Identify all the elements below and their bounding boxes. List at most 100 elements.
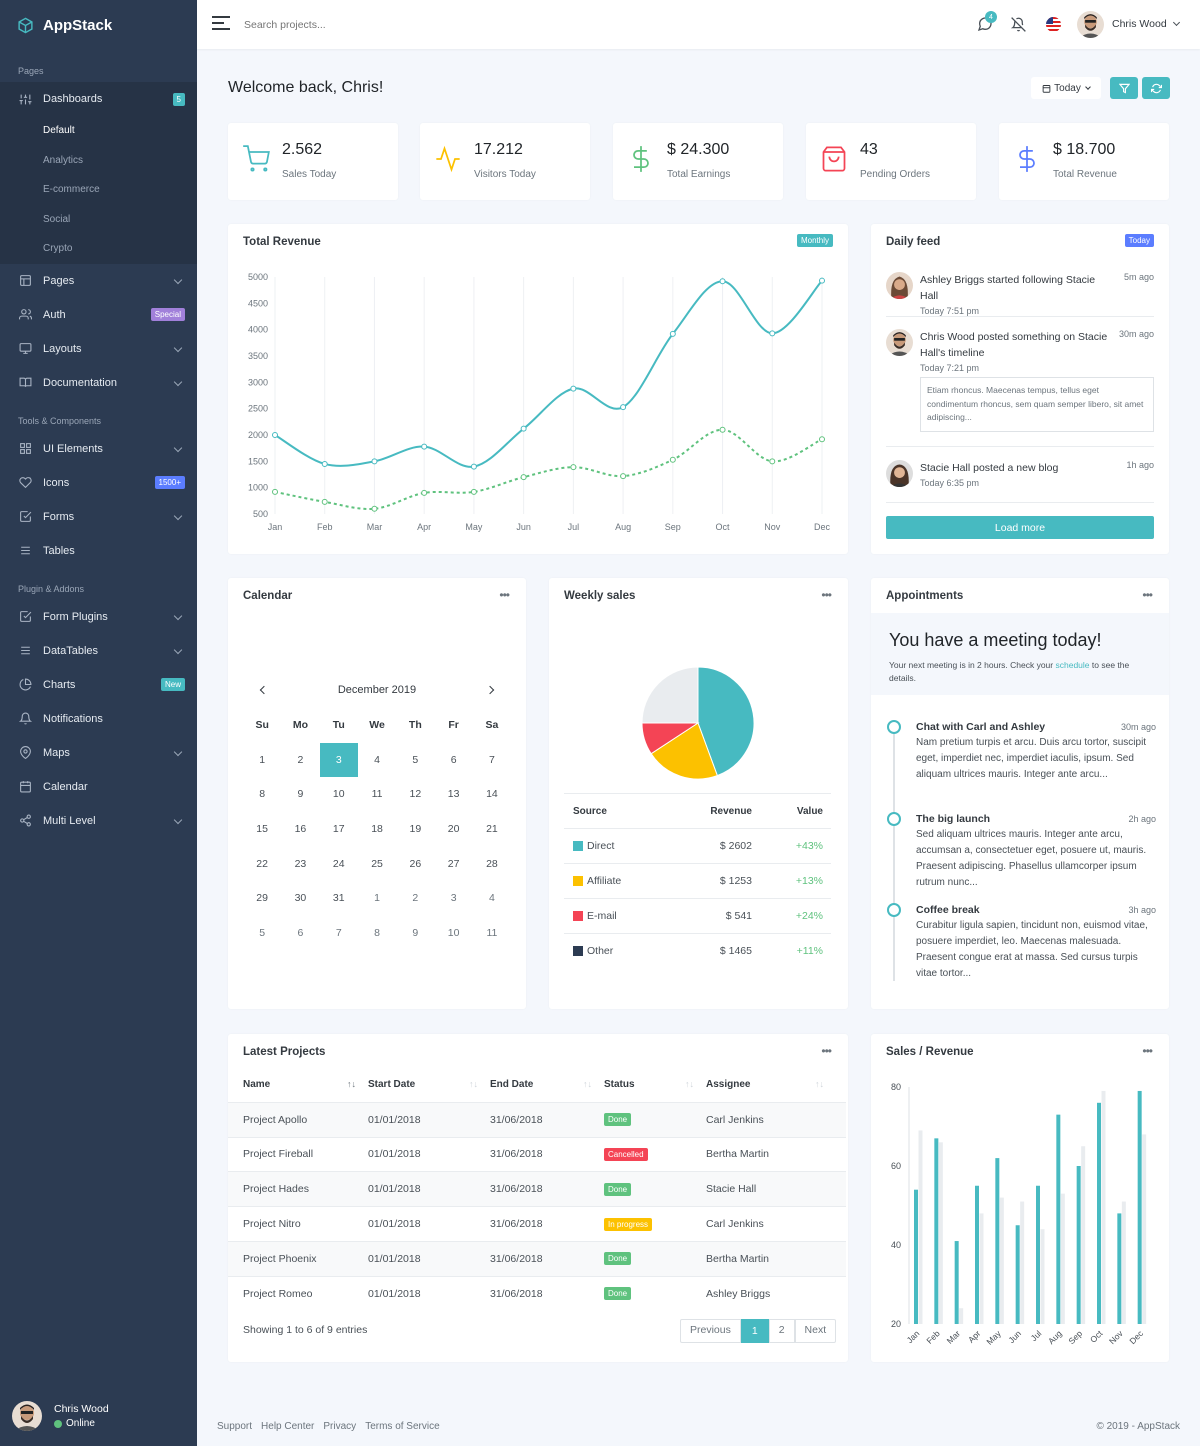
table-row[interactable]: Project Apollo 01/01/2018 31/06/2018 Done C…	[228, 1101, 846, 1137]
calendar-day-other-month[interactable]: 7	[335, 926, 342, 939]
calendar-day-other-month[interactable]: 4	[489, 892, 495, 905]
calendar-day[interactable]: 9	[297, 788, 304, 801]
calendar-day-other-month[interactable]: 11	[486, 926, 498, 939]
avatar[interactable]	[1077, 11, 1104, 38]
more-icon[interactable]: •••	[1142, 1044, 1153, 1058]
column-header-start[interactable]: Start Date ↑↓	[368, 1079, 490, 1090]
calendar-day-other-month[interactable]: 9	[412, 926, 419, 939]
sidebar-item-documentation[interactable]: Documentation	[0, 366, 197, 400]
sidebar-item-dashboards[interactable]: Dashboards 5	[0, 82, 197, 116]
calendar-day[interactable]: 16	[294, 823, 307, 836]
calendar-day[interactable]: 6	[450, 753, 457, 766]
calendar-day[interactable]: 27	[447, 857, 460, 870]
chevron-down-icon[interactable]	[1172, 18, 1181, 27]
calendar-day[interactable]: 26	[409, 857, 422, 870]
calendar-day[interactable]: 29	[256, 892, 268, 905]
sidebar-item-datatables[interactable]: DataTables	[0, 634, 197, 668]
footer-link-privacy[interactable]: Privacy	[323, 1420, 357, 1432]
calendar-day-other-month[interactable]: 2	[412, 892, 419, 905]
calendar-day[interactable]: 12	[409, 788, 422, 801]
calendar-day[interactable]: 23	[294, 857, 307, 870]
column-header-assignee[interactable]: Assignee ↑↓	[706, 1079, 828, 1090]
calendar-day-other-month[interactable]: 6	[297, 926, 304, 939]
calendar-day[interactable]: 8	[259, 788, 266, 801]
calendar-day[interactable]: 14	[486, 788, 498, 801]
refresh-button[interactable]	[1142, 77, 1170, 99]
calendar-day[interactable]: 20	[447, 823, 460, 836]
table-row[interactable]: Project Hades 01/01/2018 31/06/2018 Done St…	[228, 1171, 846, 1207]
sidebar-item-tables[interactable]: Tables	[0, 534, 197, 568]
more-icon[interactable]: •••	[499, 588, 510, 602]
sidebar-item-form-plugins[interactable]: Form Plugins	[0, 600, 197, 634]
table-row[interactable]: Project Fireball 01/01/2018 31/06/2018 Can…	[228, 1136, 846, 1172]
calendar-day-other-month[interactable]: 8	[374, 926, 380, 939]
table-row[interactable]: Project Romeo 01/01/2018 31/06/2018 Done As…	[228, 1275, 846, 1311]
sidebar-item-multi-level[interactable]: Multi Level	[0, 804, 197, 838]
sidebar-subitem-social[interactable]: Social	[43, 213, 71, 225]
calendar-day[interactable]: 24	[332, 857, 345, 870]
calendar-day[interactable]: 5	[412, 753, 419, 766]
calendar-day[interactable]: 18	[371, 823, 383, 836]
calendar-day[interactable]: 21	[486, 823, 498, 836]
table-row[interactable]: Project Phoenix 01/01/2018 31/06/2018 Done…	[228, 1240, 846, 1276]
more-icon[interactable]: •••	[1142, 588, 1153, 602]
calendar-day[interactable]: 31	[332, 892, 345, 905]
calendar-day[interactable]: 4	[374, 753, 380, 766]
sidebar-user[interactable]: Chris Wood Online	[0, 1386, 197, 1446]
hamburger-icon[interactable]	[212, 16, 230, 33]
sidebar-item-icons[interactable]: Icons 1500+	[0, 466, 197, 500]
pagination-page-2[interactable]: 2	[768, 1319, 795, 1343]
footer-link-help-center[interactable]: Help Center	[261, 1420, 315, 1432]
pagination-page-1[interactable]: 1	[740, 1319, 769, 1343]
calendar-day-other-month[interactable]: 3	[450, 892, 457, 905]
sidebar-subitem-crypto[interactable]: Crypto	[43, 243, 73, 255]
sidebar-subitem-analytics[interactable]: Analytics	[43, 154, 84, 166]
column-header-end[interactable]: End Date ↑↓	[490, 1079, 604, 1090]
pagination-next[interactable]: Next	[794, 1319, 837, 1343]
calendar-day-other-month[interactable]: 10	[447, 926, 460, 939]
sidebar-subitem-default[interactable]: Default	[43, 125, 75, 137]
schedule-link[interactable]: schedule	[1055, 660, 1090, 670]
footer-link-support[interactable]: Support	[217, 1420, 253, 1432]
filter-button[interactable]	[1110, 77, 1138, 99]
today-dropdown[interactable]: Today	[1031, 77, 1101, 99]
calendar-day[interactable]: 1	[259, 753, 266, 766]
column-header-name[interactable]: Name ↑↓	[228, 1079, 368, 1090]
more-icon[interactable]: •••	[821, 588, 832, 602]
calendar-day[interactable]: 7	[489, 753, 495, 766]
bell-off-icon[interactable]	[1010, 17, 1026, 35]
sidebar-item-maps[interactable]: Maps	[0, 736, 197, 770]
sidebar-item-charts[interactable]: Charts New	[0, 668, 197, 702]
calendar-day[interactable]: 10	[332, 788, 345, 801]
table-row[interactable]: Project Nitro 01/01/2018 31/06/2018 In pro…	[228, 1206, 846, 1241]
sidebar-item-pages[interactable]: Pages	[0, 264, 197, 298]
message-icon[interactable]: 4	[977, 11, 997, 35]
calendar-day[interactable]: 2	[297, 753, 304, 766]
topbar-user-name[interactable]: Chris Wood	[1112, 18, 1167, 30]
calendar-day[interactable]: 19	[409, 823, 422, 836]
sidebar-subitem-ecommerce[interactable]: E-commerce	[43, 184, 100, 196]
calendar-day[interactable]: 17	[332, 823, 345, 836]
calendar-day[interactable]: 22	[256, 857, 268, 870]
sidebar-item-layouts[interactable]: Layouts	[0, 332, 197, 366]
pagination-previous[interactable]: Previous	[680, 1319, 741, 1343]
sidebar-item-forms[interactable]: Forms	[0, 500, 197, 534]
more-icon[interactable]: •••	[821, 1044, 832, 1058]
calendar-day-other-month[interactable]: 5	[259, 926, 266, 939]
sidebar-item-notifications[interactable]: Notifications	[0, 702, 197, 736]
calendar-day[interactable]: 28	[486, 857, 498, 870]
calendar-day[interactable]: 25	[371, 857, 383, 870]
load-more-button[interactable]: Load more	[886, 516, 1154, 539]
sidebar-item-auth[interactable]: Auth Special	[0, 298, 197, 332]
calendar-day[interactable]: 15	[256, 823, 268, 836]
search-input[interactable]	[244, 18, 444, 31]
footer-link-terms[interactable]: Terms of Service	[365, 1420, 440, 1432]
brand-logo[interactable]: AppStack	[0, 0, 197, 50]
calendar-day[interactable]: 13	[447, 788, 460, 801]
calendar-day-other-month[interactable]: 1	[374, 892, 380, 905]
calendar-day[interactable]: 30	[294, 892, 307, 905]
calendar-day[interactable]: 11	[371, 788, 383, 801]
calendar-day-selected[interactable]: 3	[319, 742, 358, 777]
column-header-status[interactable]: Status ↑↓	[604, 1079, 706, 1090]
us-flag-icon[interactable]	[1046, 17, 1061, 32]
